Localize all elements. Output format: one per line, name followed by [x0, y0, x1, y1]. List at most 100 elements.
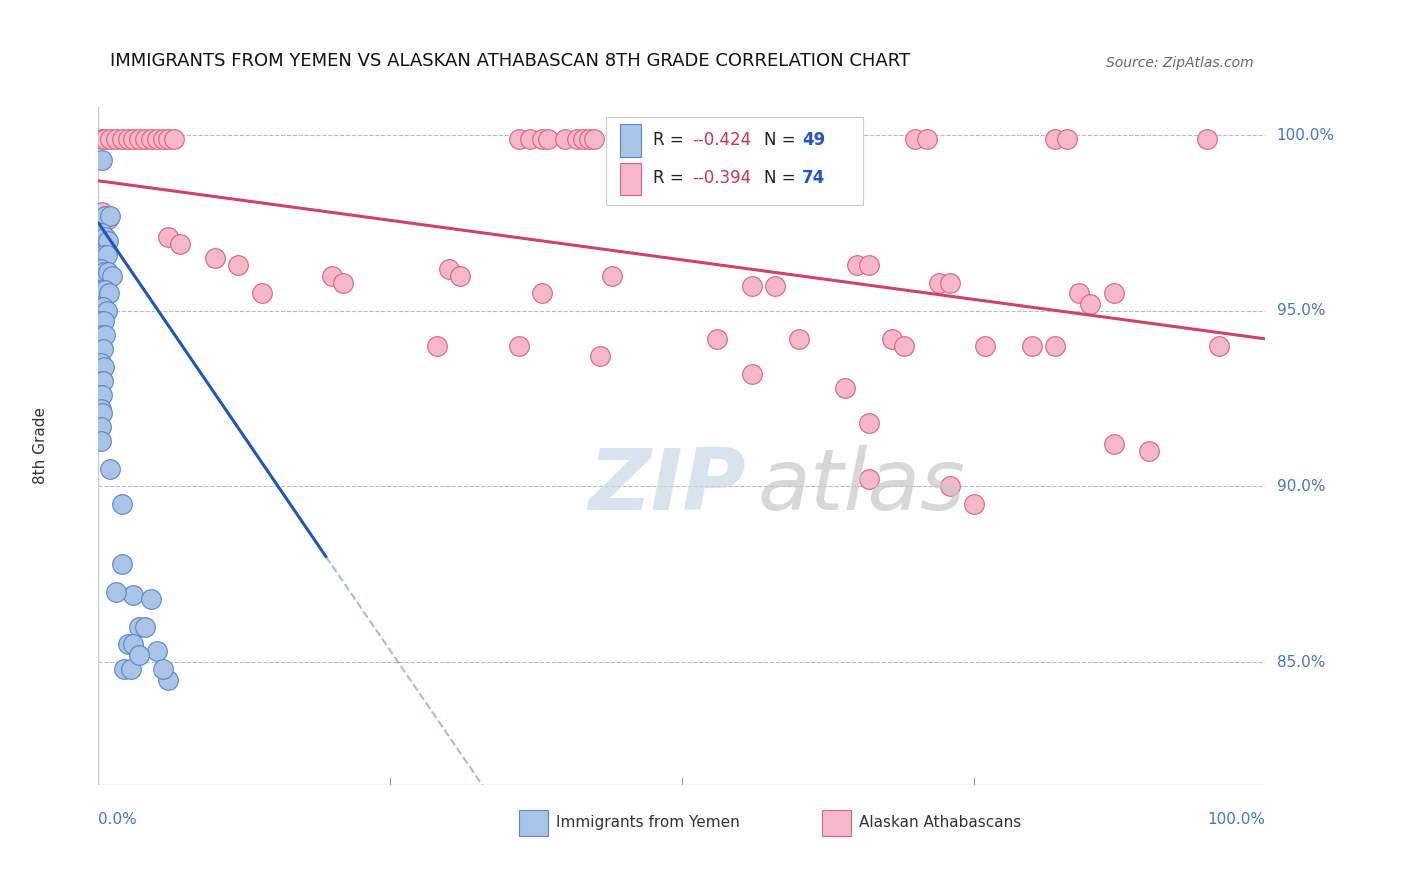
Text: R =: R = [652, 169, 689, 187]
Point [1080, 297, 1102, 311]
Point [90, 406, 112, 420]
Text: 49: 49 [801, 131, 825, 149]
Text: Immigrants from Yemen: Immigrants from Yemen [555, 815, 740, 830]
Point [97, 286, 120, 301]
Point [122, 588, 145, 602]
Point [571, 131, 593, 145]
Point [426, 339, 449, 353]
Point [321, 268, 343, 283]
Point [519, 131, 541, 145]
Point [152, 662, 174, 676]
Text: N =: N = [763, 169, 800, 187]
Point [104, 584, 127, 599]
Point [90, 261, 112, 276]
Point [858, 472, 880, 486]
Point [93, 314, 115, 328]
Text: ZIP: ZIP [589, 445, 747, 528]
Point [90, 153, 112, 167]
Text: N =: N = [763, 131, 800, 149]
Point [97, 265, 120, 279]
Point [146, 131, 169, 145]
Point [169, 237, 191, 252]
Point [858, 416, 880, 430]
Point [90, 314, 112, 328]
Point [120, 662, 142, 676]
Point [799, 131, 821, 145]
Point [117, 637, 139, 651]
Point [880, 332, 903, 346]
Point [94, 230, 117, 244]
Point [90, 388, 112, 402]
Point [112, 662, 135, 676]
Point [437, 261, 460, 276]
Text: 0.0%: 0.0% [98, 812, 138, 827]
Point [93, 265, 115, 279]
Point [1102, 286, 1125, 301]
Point [583, 131, 606, 145]
Point [90, 434, 112, 448]
Text: --0.394: --0.394 [692, 169, 752, 187]
Point [98, 209, 121, 223]
Point [122, 131, 145, 145]
Text: IMMIGRANTS FROM YEMEN VS ALASKAN ATHABASCAN 8TH GRADE CORRELATION CHART: IMMIGRANTS FROM YEMEN VS ALASKAN ATHABAS… [110, 52, 910, 70]
Point [101, 268, 124, 283]
Point [1045, 131, 1067, 145]
Point [787, 332, 810, 346]
Point [858, 258, 880, 272]
Point [741, 367, 763, 381]
Point [1195, 131, 1218, 145]
Point [97, 234, 120, 248]
Point [111, 131, 134, 145]
Point [600, 268, 623, 283]
Point [134, 620, 156, 634]
Point [939, 479, 962, 493]
Point [94, 328, 117, 343]
Point [90, 402, 112, 417]
Point [565, 131, 588, 145]
Point [834, 381, 856, 395]
Bar [519, 810, 548, 836]
Point [91, 343, 114, 357]
Point [90, 131, 112, 145]
Text: 100.0%: 100.0% [1208, 812, 1265, 827]
Bar [823, 810, 851, 836]
Point [91, 247, 114, 261]
Text: 74: 74 [801, 169, 825, 187]
Point [97, 212, 120, 227]
Point [128, 648, 150, 662]
Point [94, 209, 117, 223]
Text: 85.0%: 85.0% [1277, 655, 1324, 670]
Point [139, 131, 162, 145]
Point [163, 131, 186, 145]
Point [508, 131, 530, 145]
Point [1056, 131, 1078, 145]
Point [974, 339, 997, 353]
Point [846, 258, 869, 272]
Point [104, 131, 127, 145]
Point [537, 131, 560, 145]
Point [1137, 444, 1160, 458]
Point [1067, 286, 1090, 301]
Text: R =: R = [652, 131, 689, 149]
Point [449, 268, 471, 283]
Point [157, 673, 180, 687]
Point [98, 131, 121, 145]
Point [90, 283, 112, 297]
Point [128, 131, 150, 145]
Point [157, 131, 180, 145]
Point [90, 374, 112, 388]
Bar [620, 124, 641, 156]
Point [1102, 437, 1125, 451]
Point [90, 356, 112, 370]
Point [741, 279, 763, 293]
Point [228, 258, 250, 272]
Point [122, 637, 145, 651]
Point [134, 131, 156, 145]
Point [152, 131, 174, 145]
Point [589, 350, 612, 364]
Point [1021, 339, 1043, 353]
Point [928, 276, 950, 290]
Point [90, 388, 112, 402]
Point [98, 462, 121, 476]
Point [157, 230, 180, 244]
